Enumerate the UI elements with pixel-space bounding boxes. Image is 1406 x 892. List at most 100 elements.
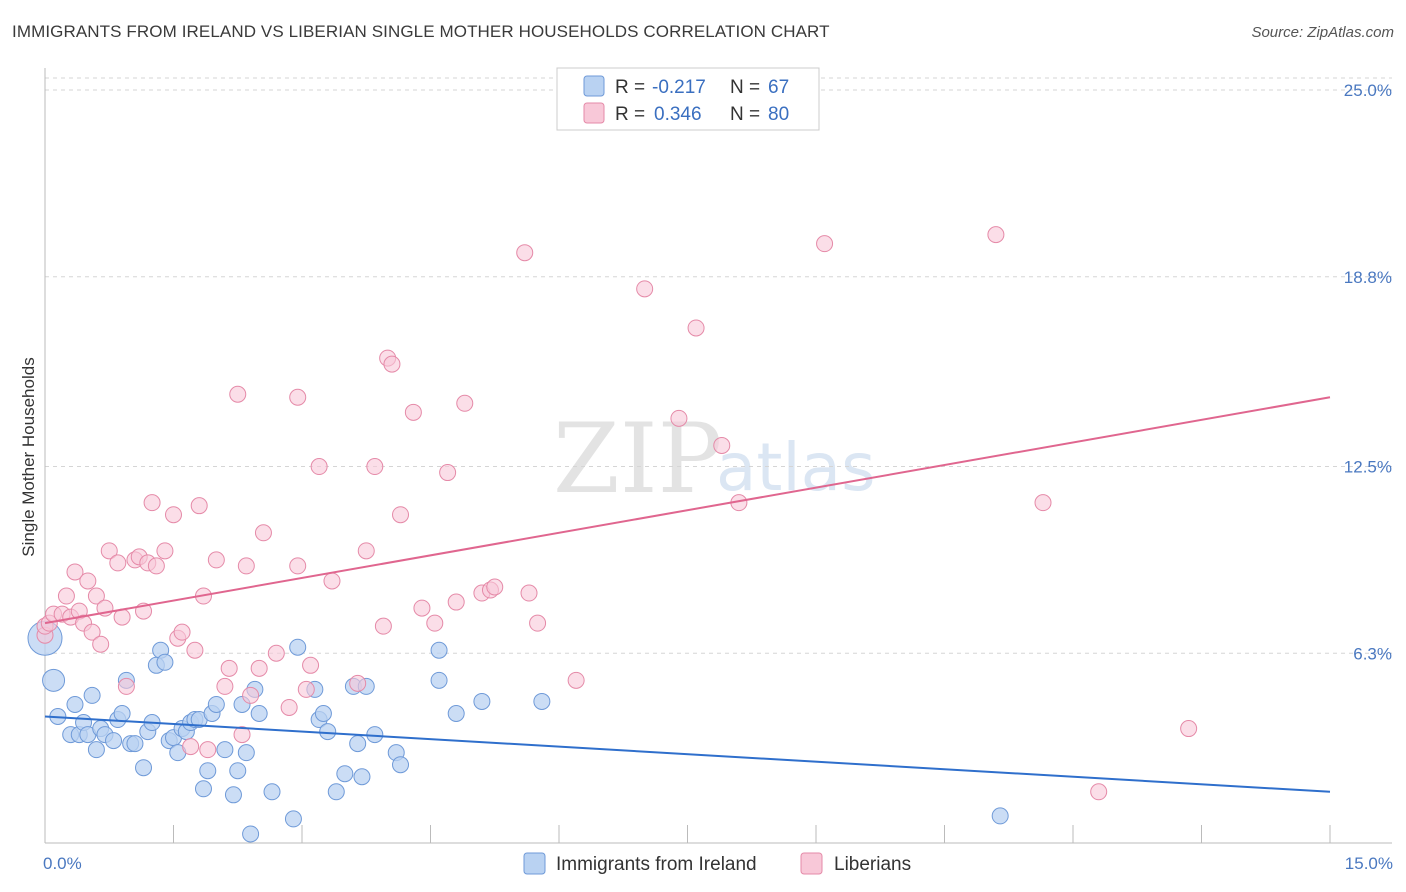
liberian-point (173, 623, 191, 641)
series-liberians-points (36, 226, 1198, 801)
liberian-point (242, 686, 260, 704)
liberian-point (87, 587, 105, 605)
trend-lines (44, 396, 1331, 793)
liberian-point (297, 680, 315, 698)
ireland-point (216, 741, 234, 759)
liberian-point (207, 551, 225, 569)
liberian-point (229, 385, 247, 403)
trend-line-ireland (44, 715, 1331, 793)
liberian-point (66, 563, 84, 581)
bottom-legend-label-liberians: Liberians (834, 854, 911, 875)
ireland-point (263, 783, 281, 801)
liberian-point (670, 409, 688, 427)
legend-swatch-ireland (583, 75, 605, 97)
ireland-point (156, 653, 174, 671)
ireland-point (284, 810, 302, 828)
ireland-point (126, 735, 144, 753)
ireland-point (533, 692, 551, 710)
liberian-point (404, 403, 422, 421)
ireland-point (353, 768, 371, 786)
liberian-point (216, 677, 234, 695)
x-tick-label: 0.0% (43, 854, 82, 873)
liberian-point (190, 497, 208, 515)
liberian-point (447, 593, 465, 611)
ireland-point (83, 686, 101, 704)
liberian-point (254, 524, 272, 542)
y-axis-label: Single Mother Households (19, 357, 38, 556)
liberian-point (1090, 783, 1108, 801)
legend: R = -0.217 N = 67 R = 0.346 N = 80 (556, 67, 820, 131)
ireland-point (447, 704, 465, 722)
liberian-point (1034, 494, 1052, 512)
liberian-point (1180, 720, 1198, 738)
liberian-point (516, 244, 534, 262)
ireland-point (229, 762, 247, 780)
ireland-point (392, 756, 410, 774)
liberian-point (83, 623, 101, 641)
legend-r-value-2: 0.346 (654, 104, 702, 125)
liberian-point (323, 572, 341, 590)
liberian-point (357, 542, 375, 560)
bottom-legend-swatch-liberians (800, 852, 823, 875)
y-tick-label: 6.3% (1353, 644, 1392, 663)
ireland-point (194, 780, 212, 798)
liberian-point (143, 494, 161, 512)
ireland-point (430, 671, 448, 689)
liberian-point (237, 557, 255, 575)
ireland-point (199, 762, 217, 780)
ireland-point (237, 744, 255, 762)
trend-line-liberians (44, 396, 1331, 625)
y-tick-label: 18.8% (1344, 268, 1392, 287)
ireland-point (327, 783, 345, 801)
watermark-zip: ZIP (553, 403, 722, 515)
liberian-point (280, 698, 298, 716)
bottom-legend: Immigrants from Ireland Liberians (523, 852, 911, 875)
ireland-point (105, 732, 123, 750)
ireland-point (250, 704, 268, 722)
liberian-point (302, 656, 320, 674)
ireland-point (336, 765, 354, 783)
liberian-point (486, 578, 504, 596)
legend-r-label-2: R = (615, 104, 645, 125)
watermark-atlas: atlas (716, 429, 876, 506)
liberian-point (529, 614, 547, 632)
ireland-point (242, 825, 260, 843)
ireland-point (224, 786, 242, 804)
legend-swatch-liberians (583, 102, 605, 124)
liberian-point (289, 557, 307, 575)
ireland-point (113, 704, 131, 722)
ireland-point (991, 807, 1009, 825)
legend-r-label-1: R = (615, 77, 645, 98)
liberian-point (349, 674, 367, 692)
liberian-point (57, 587, 75, 605)
liberian-point (636, 280, 654, 298)
ireland-point (319, 723, 337, 741)
liberian-point (456, 394, 474, 412)
ireland-point (42, 668, 66, 692)
liberian-point (100, 542, 118, 560)
liberian-point (687, 319, 705, 337)
liberian-point (182, 738, 200, 756)
legend-n-label-1: N = (730, 77, 760, 98)
liberian-point (250, 659, 268, 677)
bottom-legend-label-ireland: Immigrants from Ireland (556, 854, 757, 875)
ireland-point (207, 695, 225, 713)
legend-n-value-2: 80 (768, 104, 789, 125)
y-tick-label: 25.0% (1344, 81, 1392, 100)
ireland-point (66, 695, 84, 713)
ireland-point (87, 741, 105, 759)
bottom-legend-swatch-ireland (523, 852, 546, 875)
liberian-point (79, 572, 97, 590)
liberian-point (199, 741, 217, 759)
liberian-point (220, 659, 238, 677)
y-tick-label: 12.5% (1344, 458, 1392, 477)
liberian-point (987, 226, 1005, 244)
legend-r-value-1: -0.217 (652, 77, 706, 98)
ireland-point (349, 735, 367, 753)
liberian-point (165, 506, 182, 524)
liberian-point (413, 599, 431, 617)
liberian-point (147, 557, 165, 575)
liberian-point (567, 671, 585, 689)
liberian-point (92, 635, 110, 653)
